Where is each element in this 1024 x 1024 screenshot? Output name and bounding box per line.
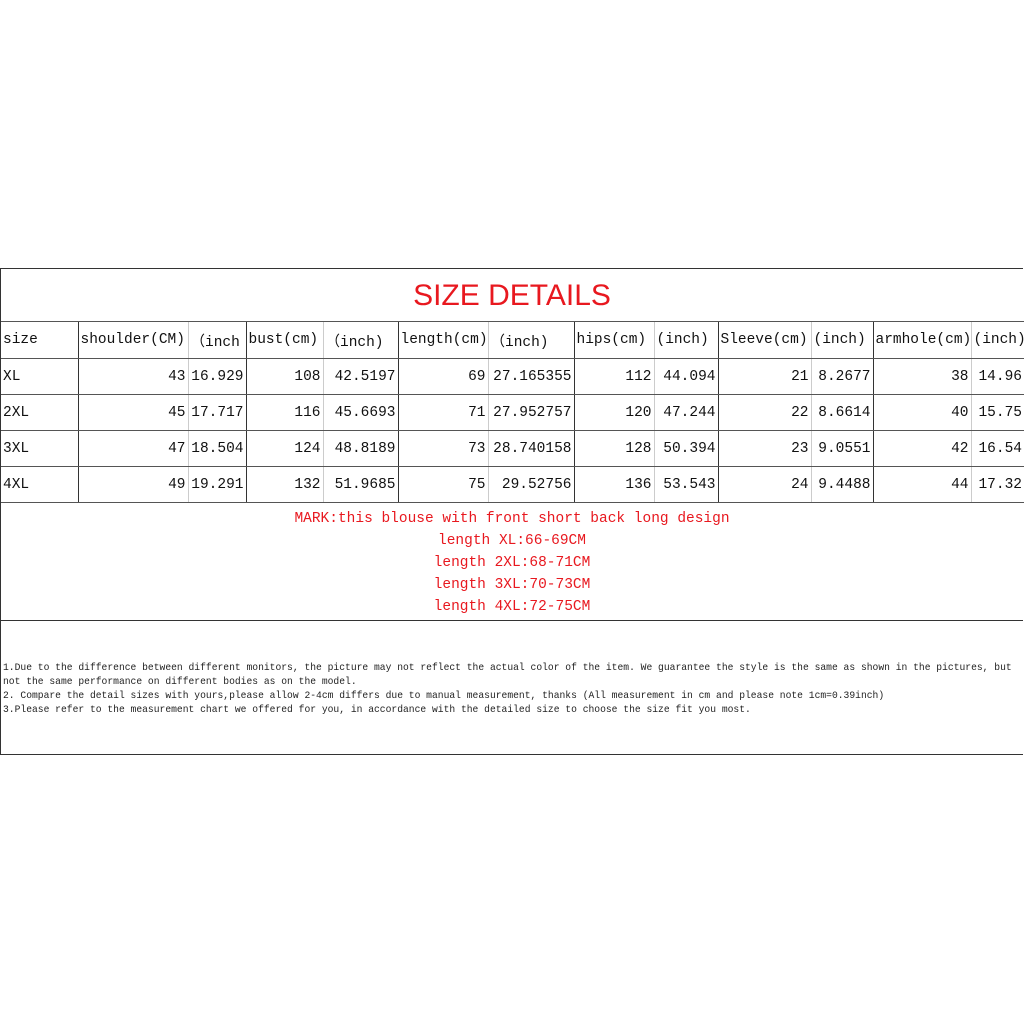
value-cell: 15.75: [970, 394, 1024, 431]
value-cell: 136: [573, 466, 654, 503]
value-cell: 45: [77, 394, 188, 431]
value-cell: 42: [872, 430, 971, 467]
value-cell: 24: [717, 466, 811, 503]
value-cell: 50.394: [653, 430, 718, 467]
value-cell: 27.952757: [487, 394, 574, 431]
value-cell: 17.717: [187, 394, 246, 431]
value-cell: 43: [77, 358, 188, 395]
value-cell: 21: [717, 358, 811, 395]
mark-line: length XL:66-69CM: [438, 533, 586, 549]
value-cell: 16.54: [970, 430, 1024, 467]
table-row: 4XL 49 19.291 132 51.9685 75 29.52756 136 53.543…: [1, 466, 1024, 503]
value-cell: 75: [397, 466, 488, 503]
value-cell: 42.5197: [322, 358, 398, 395]
value-cell: 116: [245, 394, 323, 431]
column-header: （inch: [187, 321, 246, 359]
value-cell: 8.2677: [810, 358, 873, 395]
value-cell: 47.244: [653, 394, 718, 431]
column-header: bust(cm): [245, 321, 323, 359]
value-cell: 9.0551: [810, 430, 873, 467]
mark-line: MARK:this blouse with front short back l…: [294, 511, 730, 527]
value-cell: 23: [717, 430, 811, 467]
value-cell: 29.52756: [487, 466, 574, 503]
table-row: 3XL 47 18.504 124 48.8189 73 28.740158 128 50.39…: [1, 430, 1024, 467]
value-cell: 108: [245, 358, 323, 395]
table-row: 2XL 45 17.717 116 45.6693 71 27.952757 120 47.24…: [1, 394, 1024, 431]
mark-line: length 2XL:68-71CM: [433, 555, 591, 571]
value-cell: 132: [245, 466, 323, 503]
chart-title: SIZE DETAILS: [413, 279, 611, 312]
value-cell: 48.8189: [322, 430, 398, 467]
column-header: Sleeve(cm): [717, 321, 811, 359]
size-cell: 3XL: [1, 430, 78, 467]
value-cell: 14.96: [970, 358, 1024, 395]
note-item: 3.Please refer to the measurement chart …: [3, 704, 751, 716]
value-cell: 49: [77, 466, 188, 503]
value-cell: 8.6614: [810, 394, 873, 431]
value-cell: 124: [245, 430, 323, 467]
notes: 1.Due to the difference between differen…: [3, 661, 1024, 717]
column-header: armhole(cm): [872, 321, 971, 359]
table-row: XL 43 16.929 108 42.5197 69 27.165355 112 44.094…: [1, 358, 1024, 395]
value-cell: 22: [717, 394, 811, 431]
mark-line: length 3XL:70-73CM: [433, 577, 591, 593]
column-header: length(cm): [397, 321, 488, 359]
value-cell: 53.543: [653, 466, 718, 503]
size-table: size shoulder(CM) （inch bust(cm) （inch) lengt…: [1, 321, 1024, 503]
note-item: 2. Compare the detail sizes with yours,p…: [3, 690, 885, 702]
value-cell: 28.740158: [487, 430, 574, 467]
value-cell: 44: [872, 466, 971, 503]
value-cell: 51.9685: [322, 466, 398, 503]
size-cell: 4XL: [1, 466, 78, 503]
value-cell: 47: [77, 430, 188, 467]
value-cell: 120: [573, 394, 654, 431]
column-header: (inch): [810, 321, 873, 359]
value-cell: 38: [872, 358, 971, 395]
size-cell: 2XL: [1, 394, 78, 431]
column-header: (inch): [653, 321, 718, 359]
value-cell: 40: [872, 394, 971, 431]
size-cell: XL: [1, 358, 78, 395]
value-cell: 73: [397, 430, 488, 467]
value-cell: 18.504: [187, 430, 246, 467]
column-header: hips(cm): [573, 321, 654, 359]
value-cell: 9.4488: [810, 466, 873, 503]
column-header: shoulder(CM): [77, 321, 188, 359]
column-header: （inch): [322, 321, 398, 359]
value-cell: 44.094: [653, 358, 718, 395]
value-cell: 71: [397, 394, 488, 431]
value-cell: 27.165355: [487, 358, 574, 395]
column-header: size: [1, 321, 78, 359]
size-chart: SIZE DETAILS size shoulder(CM) （inch bust(c…: [0, 268, 1024, 755]
value-cell: 69: [397, 358, 488, 395]
note-item: 1.Due to the difference between differen…: [3, 662, 1012, 688]
value-cell: 112: [573, 358, 654, 395]
value-cell: 45.6693: [322, 394, 398, 431]
value-cell: 128: [573, 430, 654, 467]
column-header: (inch): [970, 321, 1024, 359]
value-cell: 16.929: [187, 358, 246, 395]
value-cell: 19.291: [187, 466, 246, 503]
column-header: （inch): [487, 321, 574, 359]
mark-line: length 4XL:72-75CM: [433, 599, 591, 615]
mark-note: MARK:this blouse with front short back l…: [1, 503, 1023, 621]
header-row: size shoulder(CM) （inch bust(cm) （inch) lengt…: [1, 321, 1024, 359]
value-cell: 17.32: [970, 466, 1024, 503]
